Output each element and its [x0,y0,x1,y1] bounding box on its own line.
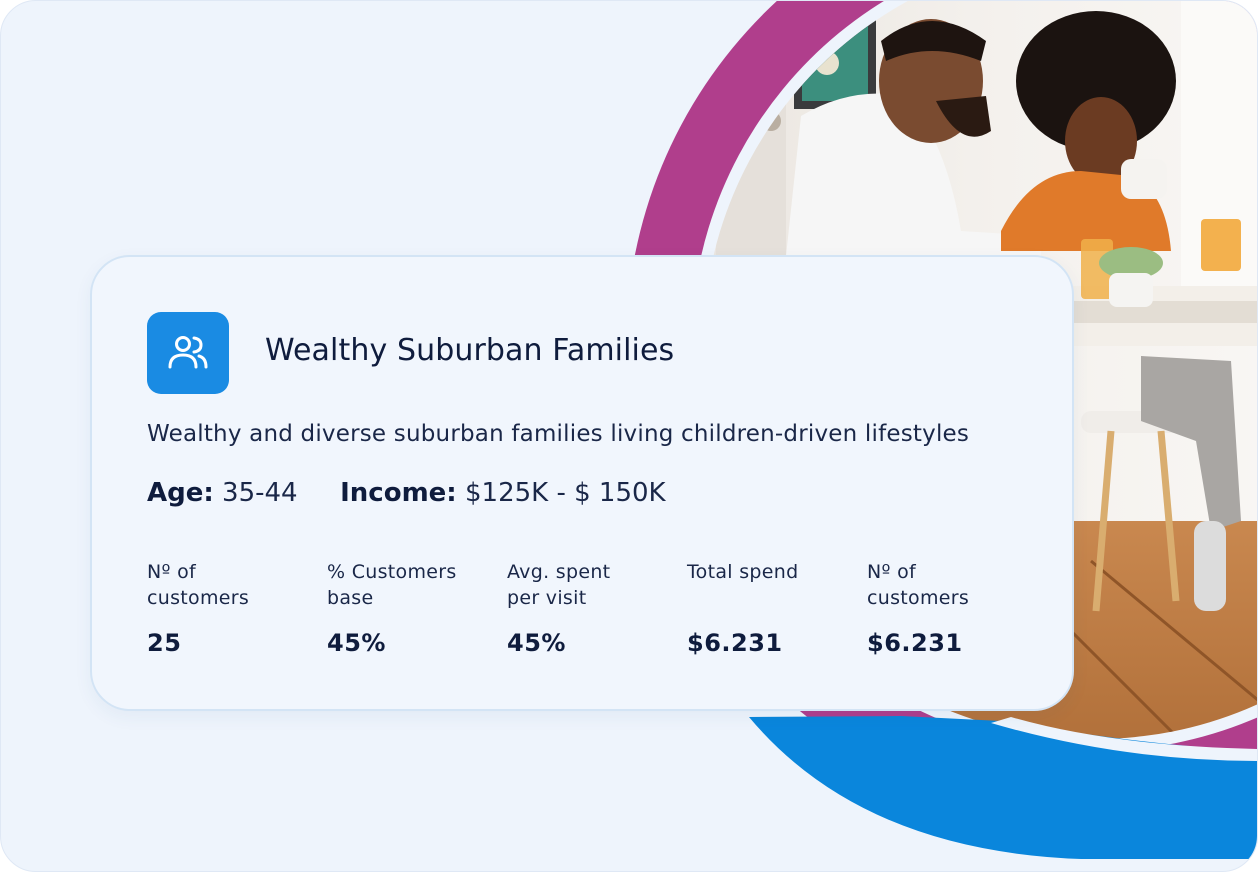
stat-customers-base: % Customers base 45% [327,559,497,657]
stat-label: % Customers base [327,561,457,609]
users-icon [147,312,229,394]
age-value: 35-44 [222,478,298,508]
stat-total-spend: Total spend $6.231 [687,559,857,657]
stat-label: Avg. spent per visit [507,561,611,609]
stat-label: Nº of customers [867,561,970,609]
income-label: Income: [340,478,457,508]
income-value: $125K - $ 150K [464,478,666,508]
segment-meta: Age: 35-44 Income: $125K - $ 150K [147,478,666,508]
segment-title: Wealthy Suburban Families [265,333,675,368]
stat-value: 25 [147,629,182,657]
stat-customers-count: Nº of customers 25 [147,559,317,657]
stat-value: $6.231 [687,629,783,657]
segment-description: Wealthy and diverse suburban families li… [147,421,970,447]
stat-label: Nº of customers [147,561,250,609]
age-label: Age: [147,478,214,508]
users-glyph [168,336,208,369]
stat-value: 45% [507,629,566,657]
stat-avg-spent: Avg. spent per visit 45% [507,559,677,657]
stat-value: $6.231 [867,629,963,657]
stat-customers-count-2: Nº of customers $6.231 [867,559,1037,657]
stat-label: Total spend [687,561,799,583]
stat-value: 45% [327,629,386,657]
segment-card: Wealthy Suburban Families Wealthy and di… [90,255,1074,711]
